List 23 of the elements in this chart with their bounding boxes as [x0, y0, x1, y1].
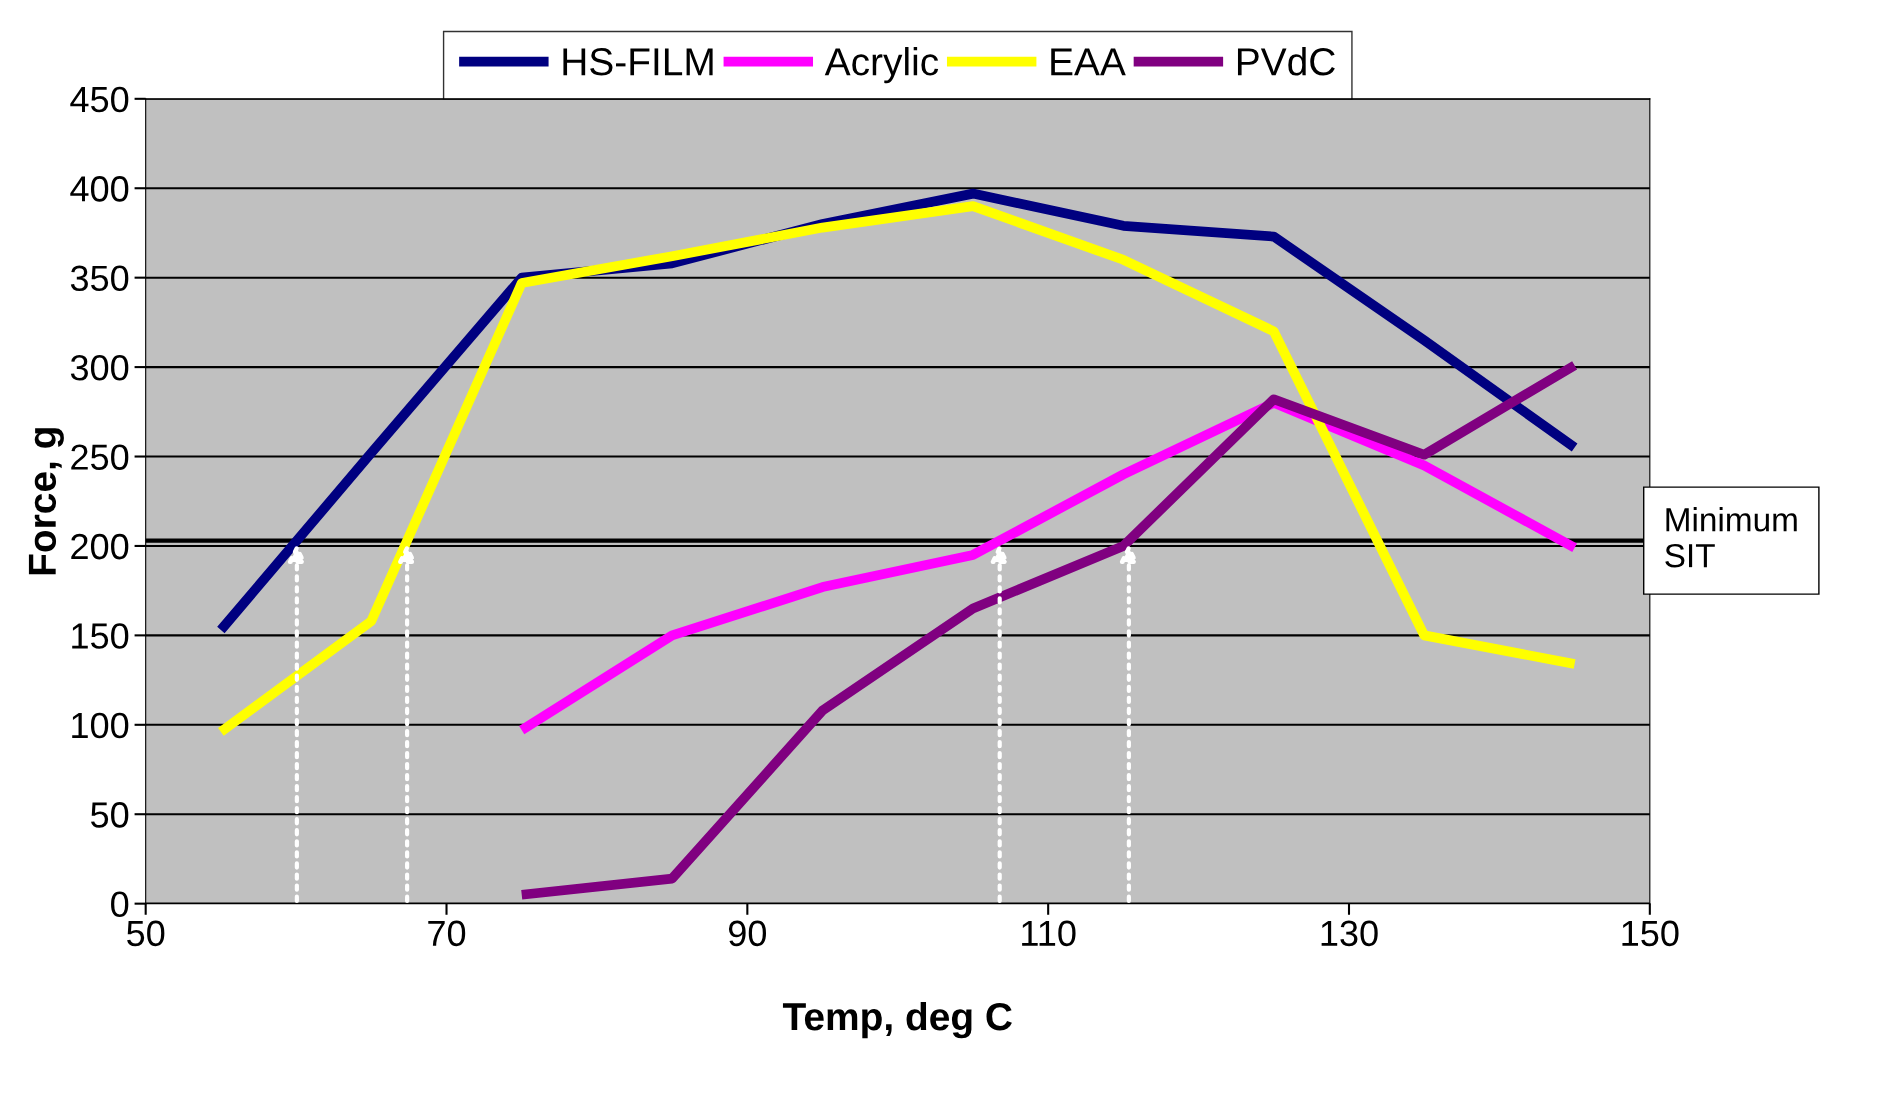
x-tick-label: 110	[1022, 920, 1076, 947]
x-axis-title: Temp, deg C	[782, 1001, 1012, 1039]
y-tick-label: 450	[70, 86, 129, 113]
y-tick-label: 250	[71, 444, 129, 470]
x-tick-label: 90	[728, 920, 767, 947]
y-axis-title: Force, g	[28, 428, 64, 575]
ref-line-label: Minimum SIT	[1665, 507, 1797, 568]
y-tick-label: 100	[72, 712, 129, 739]
y-tick-label: 150	[72, 623, 129, 649]
y-tick-label: 300	[70, 354, 129, 381]
y-tick-label: 200	[71, 533, 129, 560]
legend-label: HS-FILM	[563, 48, 713, 76]
y-tick-label: 350	[70, 265, 129, 292]
x-tick-label: 150	[1622, 920, 1679, 947]
y-tick-label: 50	[90, 802, 129, 828]
x-tick-label: 130	[1321, 920, 1378, 947]
legend-label: Acrylic	[824, 47, 939, 84]
legend-label: PVdC	[1237, 47, 1335, 76]
x-tick-label: 70	[428, 920, 466, 947]
y-tick-label: 0	[111, 891, 129, 918]
x-tick-label: 50	[127, 920, 165, 947]
y-tick-label: 400	[70, 176, 129, 202]
legend-label: EAA	[1051, 48, 1126, 76]
